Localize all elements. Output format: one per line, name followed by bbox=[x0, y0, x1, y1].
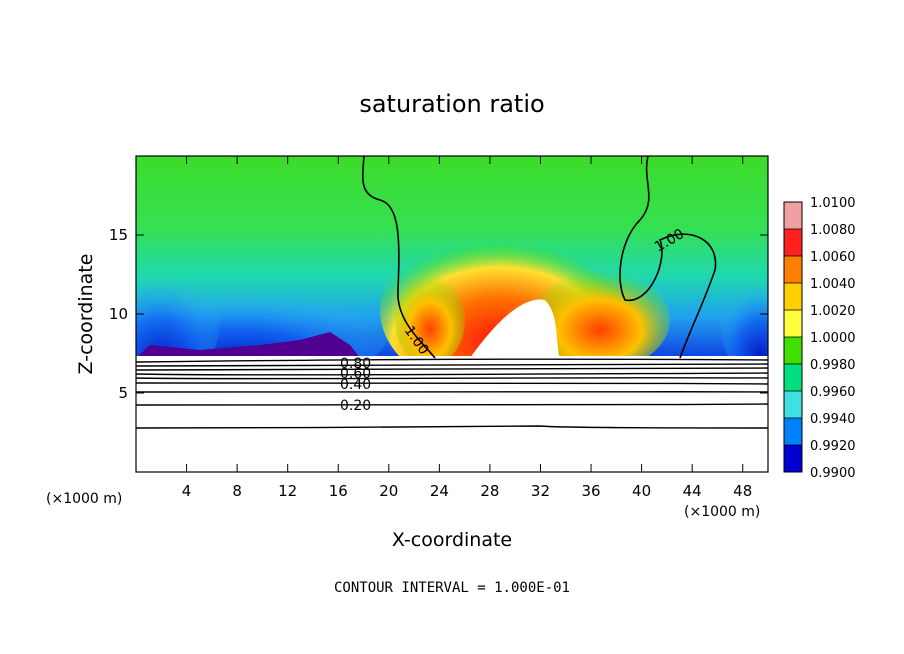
colorbar-swatch bbox=[784, 283, 802, 311]
colorbar-swatch bbox=[784, 337, 802, 365]
x-axis-ticks: 4 8 12 16 20 24 28 32 36 40 44 48 bbox=[182, 156, 752, 500]
contour-line-1-00-left bbox=[362, 156, 436, 359]
colorbar: 1.0100 1.0080 1.0060 1.0040 1.0020 1.0000 0.99… bbox=[783, 196, 856, 481]
colorbar-swatch bbox=[784, 445, 802, 473]
purple-fringe bbox=[136, 332, 360, 358]
contour-label-3: 0.80 bbox=[340, 356, 371, 372]
x-tick-label: 4 bbox=[182, 482, 192, 500]
x-tick-label: 28 bbox=[480, 482, 499, 500]
x-axis-label: X-coordinate bbox=[392, 529, 512, 551]
y-axis-ticks: 5 10 15 bbox=[109, 226, 768, 402]
y-tick-label: 10 bbox=[109, 305, 128, 323]
colorbar-label: 1.0000 bbox=[810, 331, 856, 346]
x-tick-label: 48 bbox=[733, 482, 752, 500]
colorbar-label: 0.9900 bbox=[810, 466, 856, 481]
warm-plume-2 bbox=[530, 270, 670, 370]
colorbar-swatch bbox=[784, 310, 802, 338]
y-tick-label: 15 bbox=[109, 226, 128, 244]
contour-label-4: 0.60 bbox=[340, 366, 371, 382]
colorbar-swatch bbox=[784, 418, 802, 446]
contour-label-5: 0.40 bbox=[340, 377, 371, 393]
x-tick-label: 12 bbox=[278, 482, 297, 500]
colorbar-label: 1.0100 bbox=[810, 196, 856, 211]
y-axis-label: Z-coordinate bbox=[75, 254, 97, 375]
colorbar-label: 0.9960 bbox=[810, 385, 856, 400]
colorbar-swatch bbox=[784, 202, 802, 230]
contour-label-6: 0.20 bbox=[340, 398, 371, 414]
x-tick-label: 44 bbox=[683, 482, 702, 500]
colorbar-label: 1.0020 bbox=[810, 304, 856, 319]
x-tick-label: 36 bbox=[581, 482, 600, 500]
x-unit-right: (×1000 m) bbox=[684, 504, 760, 520]
x-tick-label: 24 bbox=[430, 482, 449, 500]
warm-plume-3 bbox=[395, 275, 465, 365]
x-tick-label: 32 bbox=[531, 482, 550, 500]
x-tick-label: 8 bbox=[232, 482, 242, 500]
colorbar-label: 0.9980 bbox=[810, 358, 856, 373]
chart-title: saturation ratio bbox=[359, 90, 544, 118]
colorbar-label: 0.9940 bbox=[810, 412, 856, 427]
colorbar-swatch bbox=[784, 256, 802, 284]
colorbar-label: 1.0060 bbox=[810, 250, 856, 265]
x-tick-label: 40 bbox=[632, 482, 651, 500]
y-tick-label: 5 bbox=[118, 384, 128, 402]
white-region bbox=[470, 299, 560, 358]
x-tick-label: 16 bbox=[329, 482, 348, 500]
colorbar-label: 1.0080 bbox=[810, 223, 856, 238]
cold-region-right bbox=[720, 260, 768, 380]
x-unit-left: (×1000 m) bbox=[46, 491, 122, 507]
contour-line-1-00-right bbox=[619, 156, 717, 359]
colorbar-swatch bbox=[784, 391, 802, 419]
x-tick-label: 20 bbox=[379, 482, 398, 500]
colorbar-label: 1.0040 bbox=[810, 277, 856, 292]
colorbar-swatch bbox=[784, 229, 802, 257]
colorbar-swatch bbox=[784, 364, 802, 392]
lower-contours bbox=[136, 358, 768, 429]
colorbar-label: 0.9920 bbox=[810, 439, 856, 454]
contour-interval-note: CONTOUR INTERVAL = 1.000E-01 bbox=[334, 580, 570, 596]
plot-area bbox=[136, 156, 768, 472]
